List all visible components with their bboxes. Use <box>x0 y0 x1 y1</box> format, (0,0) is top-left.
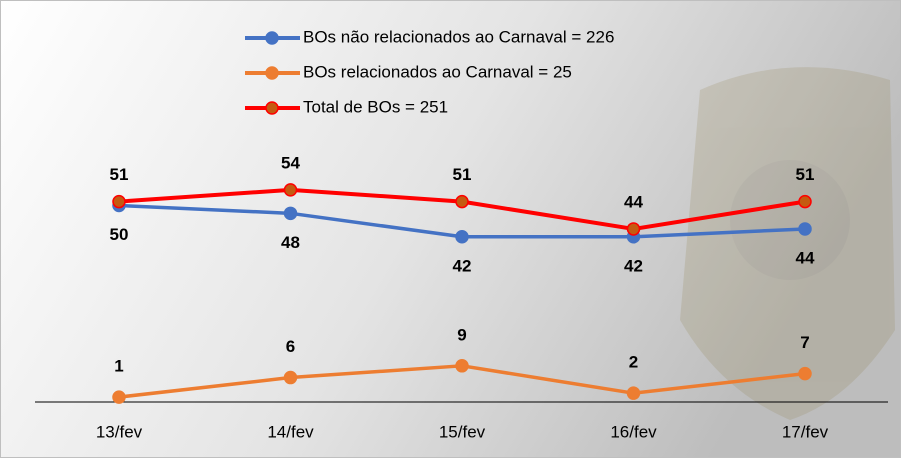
data-point <box>283 183 298 197</box>
legend-marker <box>265 31 279 45</box>
data-point <box>798 222 812 236</box>
data-point <box>455 194 469 209</box>
data-point <box>455 230 469 244</box>
data-point <box>283 206 298 221</box>
legend-label: BOs relacionados ao Carnaval = 25 <box>303 62 572 81</box>
x-tick-label: 13/fev <box>96 422 143 441</box>
data-point <box>626 222 641 236</box>
data-point <box>112 390 126 404</box>
data-label: 54 <box>281 153 300 172</box>
data-label: 7 <box>800 333 809 352</box>
legend-marker <box>265 101 279 115</box>
data-label: 44 <box>796 248 815 267</box>
data-label: 42 <box>453 256 472 275</box>
data-point <box>283 370 298 385</box>
legend-label: Total de BOs = 251 <box>303 97 448 116</box>
data-label: 51 <box>453 165 472 184</box>
data-label: 42 <box>624 256 643 275</box>
data-point <box>798 194 812 209</box>
data-point <box>112 194 126 209</box>
x-tick-label: 15/fev <box>439 422 486 441</box>
data-label: 50 <box>110 225 129 244</box>
x-tick-label: 17/fev <box>782 422 829 441</box>
data-label: 51 <box>796 165 815 184</box>
data-point <box>798 366 812 381</box>
data-label: 2 <box>629 353 638 372</box>
data-label: 44 <box>624 192 643 211</box>
x-tick-label: 14/fev <box>267 422 314 441</box>
legend-marker <box>265 66 279 80</box>
legend-label: BOs não relacionados ao Carnaval = 226 <box>303 27 614 46</box>
x-tick-label: 16/fev <box>610 422 657 441</box>
data-point <box>626 386 641 400</box>
data-point <box>455 359 469 373</box>
watermark-badge <box>680 67 895 420</box>
data-label: 51 <box>110 165 129 184</box>
data-label: 6 <box>286 337 295 356</box>
data-label: 9 <box>457 325 466 344</box>
data-label: 1 <box>114 357 123 376</box>
data-label: 48 <box>281 233 300 252</box>
